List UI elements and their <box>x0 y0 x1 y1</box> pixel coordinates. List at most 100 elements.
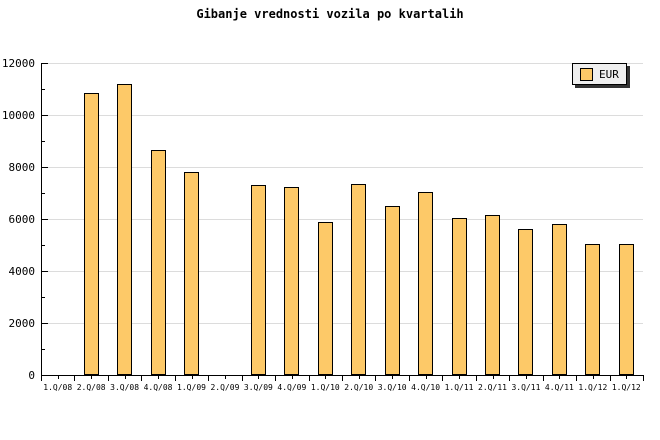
x-tick-label: 3.Q/11 <box>511 383 541 392</box>
x-major-tick <box>375 376 377 381</box>
chart-title: Gibanje vrednosti vozila po kvartalih <box>196 7 464 21</box>
y-minor-tick <box>42 89 45 90</box>
x-minor-tick <box>358 376 360 379</box>
x-tick-label: 4.Q/11 <box>544 383 574 392</box>
x-major-tick <box>275 376 277 381</box>
x-major-tick <box>442 376 444 381</box>
x-tick-label: 3.Q/10 <box>377 383 407 392</box>
x-tick-label: 2.Q/08 <box>76 383 106 392</box>
bar-2-Q-08 <box>83 92 99 375</box>
legend-label: EUR <box>599 67 619 81</box>
x-major-tick <box>609 376 611 381</box>
y-gridline <box>41 271 643 272</box>
x-major-tick <box>475 376 477 381</box>
y-tick-label: 12000 <box>1 57 35 70</box>
x-minor-tick <box>425 376 427 379</box>
y-major-tick <box>42 115 48 116</box>
bar-1-Q-12 <box>585 243 601 375</box>
bar-4-Q-08 <box>150 150 166 375</box>
bar-4-Q-11 <box>551 224 567 375</box>
x-minor-tick <box>592 376 594 379</box>
y-tick-label: 4000 <box>8 265 36 278</box>
x-major-tick <box>241 376 243 381</box>
bar-3-Q-09 <box>250 185 266 375</box>
x-tick-label: 3.Q/09 <box>243 383 273 392</box>
x-tick-label: 1.Q/09 <box>177 383 206 392</box>
y-minor-tick <box>42 193 45 194</box>
bar-2-Q-11 <box>485 215 500 375</box>
x-major-tick <box>643 376 644 381</box>
x-minor-tick <box>392 376 394 379</box>
y-minor-tick <box>42 349 45 350</box>
x-tick-label: 4.Q/10 <box>411 383 441 392</box>
x-minor-tick <box>158 376 160 379</box>
bar-4-Q-09 <box>284 186 300 375</box>
x-major-tick <box>542 376 544 381</box>
y-tick-label: 8000 <box>8 161 36 174</box>
x-major-tick <box>342 376 343 381</box>
bar-2-Q-10 <box>351 183 367 375</box>
x-major-tick <box>208 376 210 381</box>
x-minor-tick <box>191 376 193 379</box>
x-major-tick <box>576 376 578 381</box>
y-major-tick <box>42 323 48 324</box>
bar-3-Q-10 <box>384 206 400 375</box>
bar-3-Q-08 <box>117 83 133 375</box>
x-minor-tick <box>525 376 527 379</box>
y-gridline <box>41 219 643 220</box>
y-minor-tick <box>42 141 45 142</box>
y-gridline <box>41 115 643 116</box>
x-tick-label: 1.Q/11 <box>444 383 474 392</box>
y-major-tick <box>42 167 48 168</box>
x-minor-tick <box>57 376 59 379</box>
y-tick-label: 6000 <box>8 213 36 226</box>
y-gridline <box>41 63 643 64</box>
y-major-tick <box>42 219 48 220</box>
x-tick-label: 3.Q/08 <box>110 383 140 392</box>
bar-3-Q-11 <box>518 229 534 375</box>
x-minor-tick <box>325 376 327 379</box>
x-minor-tick <box>459 376 461 379</box>
x-tick-label: 1.Q/08 <box>43 383 73 392</box>
x-minor-tick <box>224 376 226 379</box>
y-tick-label: 10000 <box>1 109 35 122</box>
x-tick-label: 2.Q/09 <box>210 383 240 392</box>
y-axis-line <box>41 63 42 376</box>
y-major-tick <box>42 375 48 376</box>
y-gridline <box>41 323 643 324</box>
x-major-tick <box>408 376 410 381</box>
x-axis-line <box>41 375 644 376</box>
x-tick-label: 1.Q/12 <box>611 383 641 392</box>
bar-1-Q-11 <box>451 217 467 375</box>
x-major-tick <box>107 376 109 381</box>
x-major-tick <box>141 376 143 381</box>
x-tick-label: 4.Q/08 <box>143 383 173 392</box>
bar-4-Q-10 <box>418 191 434 375</box>
x-tick-label: 2.Q/10 <box>344 383 374 392</box>
x-minor-tick <box>559 376 561 379</box>
x-minor-tick <box>291 376 293 379</box>
bar-1-Q-10 <box>317 221 333 375</box>
bar-1-Q-09 <box>184 172 199 375</box>
legend-color-swatch <box>580 67 593 81</box>
x-minor-tick <box>258 376 260 379</box>
y-minor-tick <box>42 245 45 246</box>
x-major-tick <box>74 376 76 381</box>
x-minor-tick <box>124 376 126 379</box>
y-major-tick <box>42 63 48 64</box>
x-major-tick <box>509 376 511 381</box>
x-minor-tick <box>91 376 93 379</box>
x-tick-label: 4.Q/09 <box>277 383 307 392</box>
legend: EUR <box>572 63 627 85</box>
x-tick-label: 1.Q/10 <box>310 383 340 392</box>
x-minor-tick <box>626 376 628 379</box>
x-major-tick <box>174 376 176 381</box>
x-major-tick <box>308 376 310 381</box>
x-tick-label: 2.Q/11 <box>478 383 507 392</box>
y-tick-label: 2000 <box>8 317 36 330</box>
y-tick-label: 0 <box>28 369 35 382</box>
x-minor-tick <box>492 376 494 379</box>
y-gridline <box>41 167 643 168</box>
bar-1-Q-12 <box>618 243 634 375</box>
